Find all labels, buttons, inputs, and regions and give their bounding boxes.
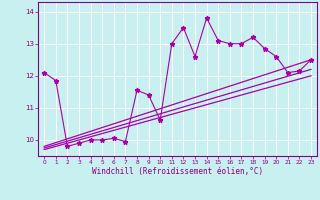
X-axis label: Windchill (Refroidissement éolien,°C): Windchill (Refroidissement éolien,°C)	[92, 167, 263, 176]
